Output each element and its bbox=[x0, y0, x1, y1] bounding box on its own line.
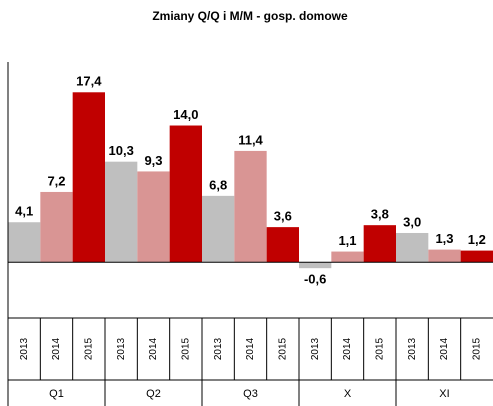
data-label: 3,6 bbox=[274, 209, 292, 224]
x-tick-label: 2013 bbox=[19, 337, 30, 360]
bar bbox=[266, 227, 299, 263]
x-tick-label: 2014 bbox=[51, 337, 62, 360]
data-label: 14,0 bbox=[173, 107, 198, 122]
data-label: 7,2 bbox=[47, 173, 65, 188]
data-label: 1,3 bbox=[435, 231, 453, 246]
bar bbox=[40, 191, 73, 263]
bar bbox=[363, 225, 396, 263]
x-tick-label: 2013 bbox=[310, 337, 321, 360]
x-tick-label: 2013 bbox=[213, 337, 224, 360]
category-label: X bbox=[344, 388, 352, 400]
bar bbox=[460, 250, 493, 263]
chart-title: Zmiany Q/Q i M/M - gosp. domowe bbox=[152, 9, 348, 23]
bar bbox=[202, 195, 235, 263]
category-label: Q3 bbox=[243, 388, 258, 400]
data-label: -0,6 bbox=[304, 272, 326, 287]
bar bbox=[8, 222, 41, 263]
bar bbox=[169, 125, 202, 263]
x-tick-label: 2014 bbox=[245, 337, 256, 360]
data-label: 17,4 bbox=[76, 74, 102, 89]
x-tick-label: 2015 bbox=[374, 337, 385, 360]
data-label: 4,1 bbox=[15, 204, 33, 219]
x-tick-label: 2014 bbox=[342, 337, 353, 360]
bar bbox=[299, 262, 332, 269]
bar bbox=[105, 161, 138, 263]
bar bbox=[428, 249, 461, 263]
x-tick-label: 2013 bbox=[407, 337, 418, 360]
bar bbox=[72, 92, 105, 263]
data-label: 9,3 bbox=[144, 153, 162, 168]
bar bbox=[137, 171, 170, 263]
category-label: XI bbox=[439, 388, 449, 400]
x-tick-label: 2014 bbox=[148, 337, 159, 360]
data-label: 1,1 bbox=[338, 233, 356, 248]
x-tick-label: 2015 bbox=[83, 337, 94, 360]
bar bbox=[331, 251, 364, 263]
x-tick-label: 2015 bbox=[180, 337, 191, 360]
data-label: 10,3 bbox=[109, 143, 134, 158]
data-label: 3,0 bbox=[403, 214, 421, 229]
data-label: 6,8 bbox=[209, 177, 227, 192]
x-tick-label: 2015 bbox=[277, 337, 288, 360]
data-label: 3,8 bbox=[371, 207, 389, 222]
data-label: 1,2 bbox=[468, 232, 486, 247]
category-label: Q1 bbox=[49, 388, 64, 400]
bar bbox=[234, 150, 267, 263]
x-tick-label: 2015 bbox=[471, 337, 482, 360]
x-tick-label: 2013 bbox=[116, 337, 127, 360]
data-label: 11,4 bbox=[238, 132, 263, 147]
bar bbox=[396, 232, 429, 263]
x-tick-label: 2014 bbox=[439, 337, 450, 360]
category-label: Q2 bbox=[146, 388, 161, 400]
